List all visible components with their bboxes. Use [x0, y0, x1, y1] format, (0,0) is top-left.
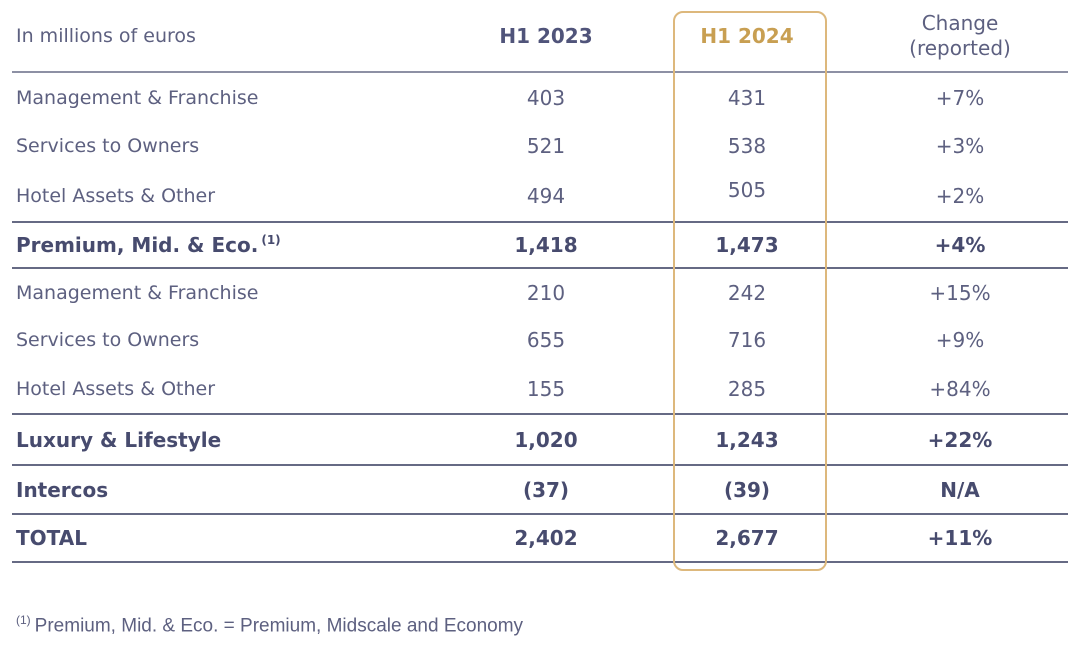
cell-label: TOTAL	[12, 514, 450, 563]
table-row-subtotal: Premium, Mid. & Eco. (1) 1,418 1,473 +4%	[12, 222, 1068, 269]
cell-change: N/A	[852, 465, 1068, 515]
cell-change: +22%	[852, 414, 1068, 466]
cell-h1-2023: 1,020	[450, 414, 642, 466]
cell-h1-2023: 494	[450, 170, 642, 223]
table-header-row: In millions of euros H1 2023 H1 2024 Cha…	[12, 0, 1068, 73]
change-header-line2: (reported)	[909, 35, 1011, 60]
table-row: Services to Owners 521 538 +3%	[12, 122, 1068, 170]
cell-h1-2024: (39)	[642, 465, 852, 515]
cell-h1-2024: 505	[642, 170, 852, 223]
cell-label: Management & Franchise	[16, 86, 259, 109]
cell-h1-2023: 155	[450, 364, 642, 415]
table-row: Management & Franchise 210 242 +15%	[12, 268, 1068, 316]
column-header-h1-2024: H1 2024	[642, 0, 852, 73]
cell-h1-2024: 716	[727, 328, 767, 352]
cell-change: +9%	[935, 328, 985, 352]
cell-h1-2023: 2,402	[450, 514, 642, 563]
cell-label: Services to Owners	[16, 329, 200, 351]
cell-change: +15%	[929, 280, 991, 305]
column-header-change: Change (reported)	[852, 0, 1068, 73]
cell-label: Services to Owners	[16, 135, 200, 157]
cell-change: +7%	[935, 85, 985, 110]
revenue-table-container: In millions of euros H1 2023 H1 2024 Cha…	[12, 0, 1068, 637]
table-row: Hotel Assets & Other 155 285 +84%	[12, 364, 1068, 415]
table-row-total: TOTAL 2,402 2,677 +11%	[12, 514, 1068, 563]
table-row: Hotel Assets & Other 494 505 +2%	[12, 170, 1068, 223]
footnote-marker: (1)	[261, 233, 281, 248]
cell-change: +3%	[935, 134, 985, 158]
table-row-intercos: Intercos (37) (39) N/A	[12, 465, 1068, 515]
cell-h1-2023: 655	[526, 328, 566, 352]
footnote: (1) Premium, Mid. & Eco. = Premium, Midsc…	[16, 613, 1068, 637]
cell-label: Hotel Assets & Other	[12, 364, 450, 415]
table-row: Management & Franchise 403 431 +7%	[12, 72, 1068, 122]
cell-change: +11%	[852, 514, 1068, 563]
footnote-marker: (1)	[16, 613, 31, 627]
cell-label: Premium, Mid. & Eco. (1)	[12, 222, 450, 269]
cell-h1-2023: 210	[526, 280, 566, 305]
cell-h1-2023: 521	[526, 134, 566, 158]
cell-h1-2024-value: 505	[727, 177, 767, 202]
cell-h1-2023: (37)	[450, 465, 642, 515]
cell-h1-2024: 242	[727, 280, 767, 305]
cell-h1-2024: 538	[727, 134, 767, 158]
column-header-h1-2023: H1 2023	[450, 0, 642, 73]
change-header-line1: Change	[921, 10, 999, 35]
cell-label: Intercos	[12, 465, 450, 515]
revenue-table: In millions of euros H1 2023 H1 2024 Cha…	[12, 0, 1068, 563]
cell-h1-2023: 403	[526, 85, 566, 110]
cell-label: Luxury & Lifestyle	[12, 414, 450, 466]
cell-change: +84%	[852, 364, 1068, 415]
cell-label: Hotel Assets & Other	[12, 170, 450, 223]
footnote-text: Premium, Mid. & Eco. = Premium, Midscale…	[34, 615, 524, 637]
cell-change: +4%	[852, 222, 1068, 269]
cell-h1-2023: 1,418	[450, 222, 642, 269]
cell-label: Management & Franchise	[16, 281, 259, 304]
cell-h1-2024: 2,677	[642, 514, 852, 563]
cell-h1-2024: 431	[727, 85, 767, 110]
cell-h1-2024: 285	[642, 364, 852, 415]
unit-label: In millions of euros	[12, 0, 450, 73]
cell-h1-2024: 1,243	[642, 414, 852, 466]
cell-h1-2024: 1,473	[642, 222, 852, 269]
table-row: Services to Owners 655 716 +9%	[12, 316, 1068, 364]
cell-change: +2%	[852, 170, 1068, 223]
subtotal-label: Premium, Mid. & Eco.	[16, 233, 259, 257]
table-row-subtotal: Luxury & Lifestyle 1,020 1,243 +22%	[12, 414, 1068, 466]
